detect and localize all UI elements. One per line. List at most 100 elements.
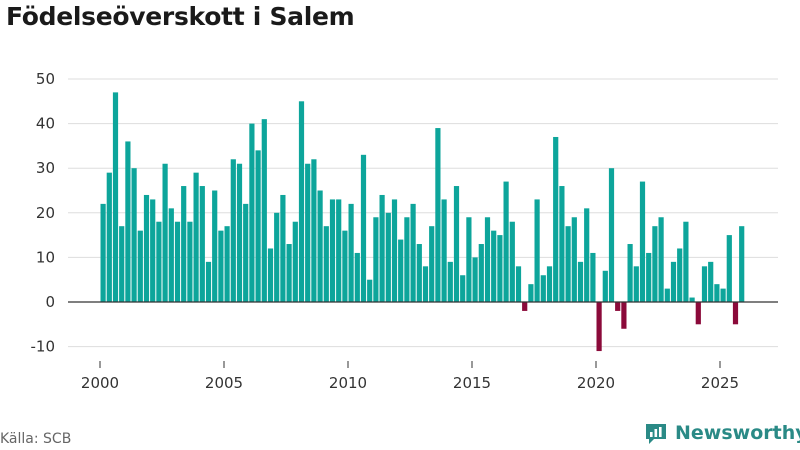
bar (522, 302, 528, 311)
bar (503, 181, 509, 302)
bar (453, 186, 460, 302)
bar (509, 221, 515, 302)
bar (677, 248, 683, 302)
y-tick-label: 10 (36, 248, 55, 266)
grid-lines (68, 78, 778, 348)
bar (156, 221, 162, 302)
bar (701, 266, 708, 302)
bar (174, 221, 181, 302)
bar (218, 230, 224, 302)
bar-chart: -10 0 10 20 30 40 50 2000 2005 2010 2015 2020 2025 (31, 70, 778, 392)
bar (534, 199, 540, 302)
bar (553, 136, 559, 302)
bar (298, 101, 305, 302)
bar (515, 266, 522, 302)
x-tick-label: 2015 (453, 374, 491, 392)
bar (627, 244, 633, 302)
bar (255, 150, 261, 302)
x-tick-label: 2020 (577, 374, 615, 392)
brand-logo[interactable]: Newsworthy (644, 420, 800, 446)
bar (608, 168, 615, 302)
y-axis-ticks: -10 0 10 20 30 40 50 (31, 70, 56, 356)
bar (187, 221, 193, 302)
bar (416, 244, 422, 302)
bar (168, 208, 174, 302)
y-tick-label: 50 (36, 70, 55, 88)
bar (658, 217, 664, 302)
bar (261, 119, 267, 302)
bar (633, 266, 639, 302)
bar (528, 284, 534, 302)
bar (708, 261, 714, 302)
bar (621, 302, 627, 329)
bar (652, 226, 658, 302)
bar (639, 181, 646, 302)
bar (714, 284, 720, 302)
bar (193, 172, 199, 302)
bar (336, 199, 342, 302)
bar (565, 226, 571, 302)
bar (317, 190, 323, 302)
bar (205, 261, 212, 302)
bar (360, 154, 367, 302)
bar (112, 92, 119, 302)
bar (323, 226, 329, 302)
bar (249, 123, 255, 302)
bar (329, 199, 336, 302)
bar (472, 257, 478, 302)
bar (429, 226, 435, 302)
bar (602, 270, 608, 302)
bar (540, 275, 546, 302)
bar (212, 190, 218, 302)
bar (267, 248, 274, 302)
x-tick-label: 2025 (701, 374, 739, 392)
bar (596, 302, 602, 352)
bar (720, 288, 726, 302)
y-tick-label: 30 (36, 159, 55, 177)
bar (131, 168, 137, 302)
bar (441, 199, 447, 302)
bar (230, 159, 236, 302)
bar (404, 217, 410, 302)
bars (100, 92, 745, 352)
bar (286, 244, 292, 302)
bar (100, 203, 106, 302)
bar (460, 275, 466, 302)
y-tick-label: 20 (36, 204, 55, 222)
bar (695, 302, 701, 325)
brand-name: Newsworthy (675, 422, 800, 444)
bar (478, 244, 484, 302)
bar (590, 252, 596, 302)
bar (125, 141, 131, 302)
x-axis-ticks: 2000 2005 2010 2015 2020 2025 (81, 361, 739, 392)
bar (354, 252, 360, 302)
bar (646, 252, 652, 302)
bar (379, 194, 385, 302)
bar (664, 288, 670, 302)
newsworthy-logo-icon (646, 424, 666, 444)
bar (584, 208, 590, 302)
bar (119, 226, 125, 302)
bar (577, 261, 584, 302)
bar (683, 221, 689, 302)
chart-title: Födelseöverskott i Salem (6, 2, 355, 31)
bar (739, 226, 745, 302)
bar (373, 217, 379, 302)
bar (199, 186, 205, 302)
bar (615, 302, 621, 311)
bar (670, 261, 677, 302)
bar (311, 159, 317, 302)
x-tick-label: 2010 (329, 374, 367, 392)
bar (367, 279, 373, 302)
bar (150, 199, 156, 302)
bar (348, 203, 354, 302)
bar (571, 217, 577, 302)
bar (305, 163, 311, 302)
bar (243, 203, 249, 302)
bar (491, 230, 497, 302)
y-tick-label: 0 (45, 293, 55, 311)
bar (410, 203, 416, 302)
bar (466, 217, 472, 302)
bar (181, 186, 187, 302)
bar (280, 194, 286, 302)
